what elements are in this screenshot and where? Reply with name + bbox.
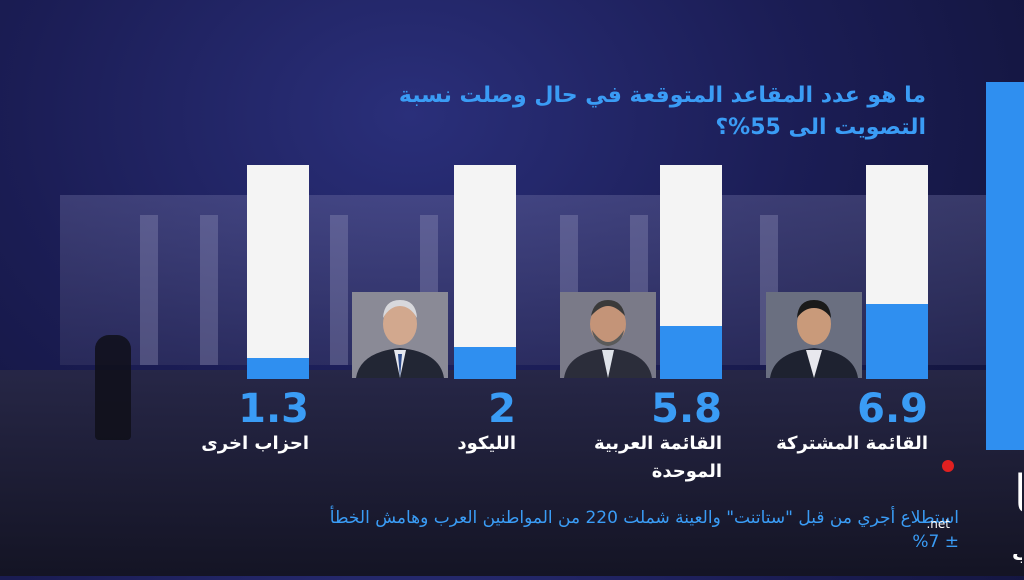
candidate-portrait-united-arab-list (560, 292, 656, 378)
svg-text:.net: .net (926, 517, 950, 531)
accent-bar (986, 82, 1024, 450)
bar-fill-other-parties (247, 357, 309, 379)
category-label-joint-list: القائمة المشتركة (776, 433, 928, 454)
chart-title: ما هو عدد المقاعد المتوقعة في حال وصلت ن… (398, 83, 926, 140)
svg-text:حيفا: حيفا (1014, 465, 1022, 525)
svg-text:موقع العرب: موقع العرب (1012, 541, 1022, 565)
value-label-other-parties: 1.3 (238, 386, 309, 432)
bar-track-other-parties (247, 165, 309, 379)
bar-track-likud (454, 165, 516, 379)
bar-track-joint-list (866, 165, 928, 379)
category-label-united-arab-list: القائمة العربية الموحدة (594, 433, 722, 482)
background-column (200, 215, 218, 365)
bar-fill-united-arab-list (660, 325, 722, 379)
bar-fill-likud (454, 346, 516, 379)
background-ground (0, 370, 1024, 576)
background-person-silhouette (95, 335, 131, 440)
bar-fill-joint-list (866, 304, 928, 379)
background-column (330, 215, 348, 365)
candidate-portrait-likud (352, 292, 448, 378)
candidate-portrait-joint-list (766, 292, 862, 378)
value-label-likud: 2 (488, 386, 516, 432)
bar-track-united-arab-list (660, 165, 722, 379)
category-label-other-parties: احزاب اخرى (201, 433, 309, 454)
survey-footnote: استطلاع أجري من قبل "ستاتنت" والعينة شمل… (329, 508, 959, 552)
background-column (140, 215, 158, 365)
haifa-net-logo: حيفا .net موقع العرب (832, 448, 1024, 576)
category-label-likud: الليكود (457, 433, 516, 454)
value-label-united-arab-list: 5.8 (651, 386, 722, 432)
value-label-joint-list: 6.9 (857, 386, 928, 432)
